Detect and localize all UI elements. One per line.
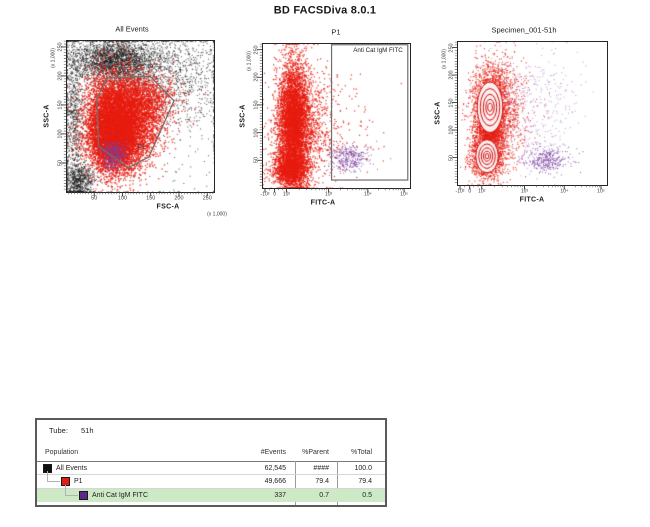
events-count: 49,666: [264, 478, 286, 485]
y-tick-label-specimen-001-51h: 150: [448, 97, 455, 108]
x-axis-unit-all-events: (x 1,000): [207, 211, 227, 218]
gate-p1-polygon[interactable]: [96, 75, 175, 169]
x-tick-label-specimen-001-51h: -10²: [455, 188, 465, 195]
x-tick-label-all-events: 200: [174, 195, 184, 202]
column-header-events: #Events: [260, 449, 286, 456]
y-tick-label-specimen-001-51h: 200: [448, 70, 455, 80]
x-tick-label-all-events: 250: [202, 195, 212, 202]
header-divider: [37, 461, 385, 462]
y-tick-label-specimen-001-51h: 250: [448, 43, 455, 53]
x-tick-label-p1: 10²: [282, 191, 291, 198]
y-axis-unit-specimen-001-51h: (x 1,000): [441, 49, 448, 69]
table-row-anti-cat-igm-fitc[interactable]: Anti Cat IgM FITC 337 0.7 0.5: [37, 484, 385, 502]
population-name: All Events: [56, 464, 88, 472]
tube-label: Tube:: [49, 426, 68, 435]
scatter-plot-canvas-all-events[interactable]: [66, 40, 214, 192]
gate-label-p1: P1: [137, 144, 146, 151]
population-name: Anti Cat IgM FITC: [92, 491, 149, 499]
events-count: 337: [274, 491, 286, 499]
y-axis-unit-p1: (x 1,000): [246, 51, 253, 71]
y-axis-label-all-events: SSC-A: [43, 104, 51, 128]
x-axis-label-specimen-001-51h: FITC-A: [519, 196, 545, 204]
y-axis-unit-all-events: (x 1,000): [50, 48, 57, 68]
y-tick-label-specimen-001-51h: 100: [448, 125, 455, 135]
y-tick-label-p1: 50: [253, 157, 260, 164]
y-tick-label-p1: 250: [253, 45, 260, 55]
percent-total: 79.4: [358, 478, 372, 485]
column-divider-0: [295, 461, 296, 505]
x-axis-label-p1: FITC-A: [310, 199, 336, 207]
plot-title-p1: P1: [331, 27, 341, 37]
population-statistics-table: Tube: 51h Population #Events %Parent %Total…: [35, 418, 387, 507]
gate-anti-cat-igm-fitc-rect[interactable]: [330, 44, 409, 181]
plot-title-specimen-001-51h: Specimen_001-51h: [491, 25, 557, 35]
percent-parent: ####: [313, 464, 329, 472]
x-tick-label-specimen-001-51h: 10³: [520, 188, 529, 195]
x-tick-label-all-events: 50: [91, 195, 98, 202]
scatter-plot-canvas-p1[interactable]: [262, 43, 410, 188]
y-axis-label-p1: SSC-A: [239, 103, 247, 128]
y-tick-label-all-events: 150: [57, 100, 64, 110]
column-header-parent: %Parent: [302, 449, 329, 456]
percent-parent: 0.7: [319, 491, 329, 499]
y-axis-label-specimen-001-51h: SSC-A: [434, 101, 442, 125]
y-tick-label-p1: 100: [253, 128, 260, 138]
x-tick-label-all-events: 100: [117, 195, 128, 202]
y-tick-label-all-events: 200: [57, 71, 64, 81]
population-swatch-anti-cat-igm-fitc: [79, 490, 88, 500]
x-tick-label-specimen-001-51h: 10²: [478, 188, 486, 195]
tree-connector: [47, 471, 60, 482]
x-tick-label-p1: 0: [273, 191, 276, 198]
percent-total: 0.5: [362, 491, 372, 499]
y-tick-label-all-events: 250: [57, 42, 64, 52]
y-tick-label-p1: 200: [253, 72, 260, 82]
percent-parent: 79.4: [315, 478, 329, 485]
app-title: BD FACSDiva 8.0.1: [273, 4, 377, 17]
x-tick-label-all-events: 150: [146, 195, 156, 202]
x-tick-label-specimen-001-51h: 0: [468, 188, 472, 195]
x-axis-label-all-events: FSC-A: [156, 203, 180, 211]
percent-total: 100.0: [354, 464, 372, 472]
x-tick-label-p1: 10⁵: [400, 191, 408, 198]
events-count: 62,545: [264, 464, 286, 472]
y-tick-label-all-events: 50: [57, 159, 64, 167]
x-tick-label-p1: 10⁴: [363, 191, 372, 198]
scatter-plot-canvas-specimen-001-51h[interactable]: [457, 41, 607, 185]
plot-title-all-events: All Events: [115, 24, 149, 34]
table-row-all-events[interactable]: All Events 62,545 #### 100.0: [37, 462, 385, 475]
y-tick-label-specimen-001-51h: 50: [448, 154, 455, 161]
population-name: P1: [74, 478, 83, 485]
y-tick-label-all-events: 100: [57, 129, 64, 139]
x-tick-label-p1: 10³: [324, 191, 333, 198]
column-header-total: %Total: [350, 449, 372, 456]
gate-label-anti-cat-igm-fitc: Anti Cat IgM FITC: [353, 46, 403, 54]
tree-connector: [65, 484, 78, 496]
tube-value: 51h: [81, 426, 94, 435]
x-tick-label-specimen-001-51h: 10⁴: [560, 188, 569, 195]
y-tick-label-p1: 150: [253, 100, 260, 110]
table-row-p1[interactable]: P1 49,666 79.4 79.4: [37, 471, 385, 489]
column-divider-1: [337, 461, 338, 505]
x-tick-label-p1: -10²: [260, 191, 270, 198]
x-tick-label-specimen-001-51h: 10⁵: [597, 188, 605, 195]
column-header-population: Population: [45, 449, 79, 456]
